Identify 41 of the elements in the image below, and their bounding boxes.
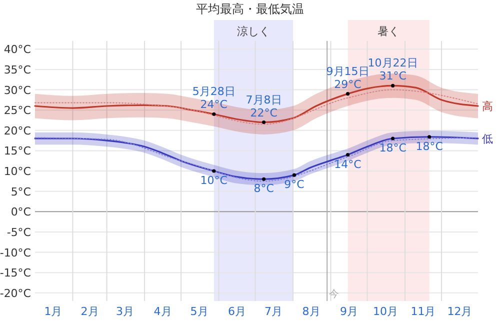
x-tick-label: 6月 bbox=[228, 305, 246, 318]
annotation: 18°C bbox=[379, 142, 407, 154]
y-tick-label: -20°C bbox=[0, 286, 32, 300]
series-label: 低 bbox=[482, 132, 493, 146]
x-tick-label: 10月 bbox=[373, 305, 398, 318]
ref-line-label: 今 bbox=[329, 288, 340, 300]
x-tick-label: 2月 bbox=[80, 305, 99, 318]
y-tick-label: 35°C bbox=[4, 63, 32, 76]
annotation: 7月8日 22°C bbox=[246, 93, 282, 120]
y-tick-label: 40°C bbox=[4, 43, 32, 56]
x-tick-label: 12月 bbox=[447, 305, 472, 318]
chart-title: 平均最高・最低気温 bbox=[196, 2, 304, 16]
annotation: 8°C bbox=[254, 182, 274, 196]
x-tick-label: 11月 bbox=[410, 305, 436, 318]
series-label: 高 bbox=[482, 100, 493, 113]
x-tick-label: 7月 bbox=[264, 305, 283, 318]
annotation: 14°C bbox=[334, 158, 362, 171]
y-tick-label: -10°C bbox=[0, 246, 32, 260]
annotation: 9月15日 29°C bbox=[326, 64, 370, 91]
x-tick-label: 3月 bbox=[116, 305, 134, 318]
annotation: 5月28日 24°C bbox=[192, 85, 236, 112]
x-tick-label: 8月 bbox=[302, 305, 320, 318]
y-tick-label: -15°C bbox=[0, 266, 32, 280]
y-tick-label: 15°C bbox=[4, 144, 32, 158]
y-tick-label: 10°C bbox=[4, 165, 32, 178]
x-tick-label: 5月 bbox=[190, 305, 208, 318]
annotation: 10°C bbox=[200, 174, 228, 187]
x-tick-label: 4月 bbox=[154, 305, 172, 318]
annotation: 10月22日 31°C bbox=[368, 56, 418, 83]
y-tick-label: 20°C bbox=[4, 124, 32, 138]
annotation: 9°C bbox=[284, 178, 305, 192]
y-tick-label: 30°C bbox=[4, 84, 32, 97]
x-tick-label: 9月 bbox=[340, 305, 358, 318]
band-label: 涼しく bbox=[236, 25, 270, 38]
x-tick-label: 1月 bbox=[44, 305, 62, 318]
y-tick-label: 25°C bbox=[4, 104, 32, 118]
y-tick-label: -5°C bbox=[6, 226, 32, 239]
band-label: 暑く bbox=[378, 25, 400, 38]
annotation: 18°C bbox=[416, 140, 444, 153]
y-tick-label: 0°C bbox=[10, 206, 32, 219]
y-tick-label: 5°C bbox=[10, 185, 32, 198]
